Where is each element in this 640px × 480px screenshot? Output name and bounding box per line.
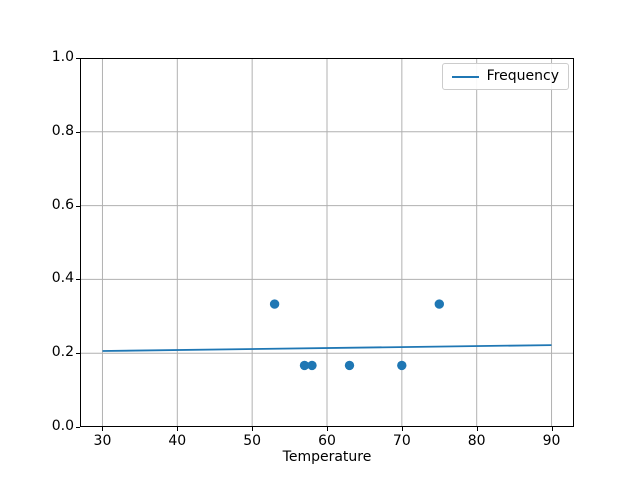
y-tick-mark [76, 353, 80, 355]
scatter-point [434, 299, 444, 309]
x-tick-label: 40 [168, 433, 187, 449]
scatter-point [307, 360, 317, 371]
scatter-point [344, 360, 355, 371]
legend: Frequency [441, 63, 569, 90]
legend-label: Frequency [486, 68, 559, 84]
x-tick-mark [102, 427, 104, 431]
x-tick-mark [177, 427, 179, 431]
x-tick-mark [476, 427, 478, 431]
y-tick-label: 0.6 [51, 196, 74, 213]
frequency-trend-line [102, 344, 552, 352]
x-tick-label: 80 [467, 433, 486, 449]
scatter-point [397, 360, 407, 371]
scatter-point [299, 360, 310, 371]
plot-area: Frequency [80, 58, 574, 427]
x-tick-label: 70 [392, 433, 411, 449]
y-tick-label: 0.2 [51, 344, 74, 361]
y-tick-mark [76, 279, 80, 281]
y-tick-mark [76, 58, 80, 59]
y-tick-mark [76, 131, 80, 133]
plot-canvas [80, 58, 574, 427]
x-tick-mark [401, 427, 403, 431]
y-tick-label: 0.0 [51, 418, 74, 434]
x-tick-mark [551, 427, 553, 431]
axes-spines [80, 58, 574, 427]
x-axis-label: Temperature [282, 449, 372, 465]
x-tick-mark [327, 427, 328, 431]
y-tick-label: 1.0 [51, 49, 74, 65]
legend-line-sample [451, 75, 479, 78]
y-tick-label: 0.8 [51, 122, 74, 139]
x-tick-label: 60 [318, 433, 336, 449]
scatter-point [269, 299, 280, 309]
x-tick-label: 50 [243, 433, 262, 449]
x-tick-label: 30 [93, 433, 112, 449]
y-tick-mark [76, 427, 80, 428]
y-tick-mark [76, 205, 80, 207]
x-tick-label: 90 [542, 433, 561, 449]
x-tick-mark [252, 427, 254, 431]
y-tick-label: 0.4 [51, 270, 74, 287]
